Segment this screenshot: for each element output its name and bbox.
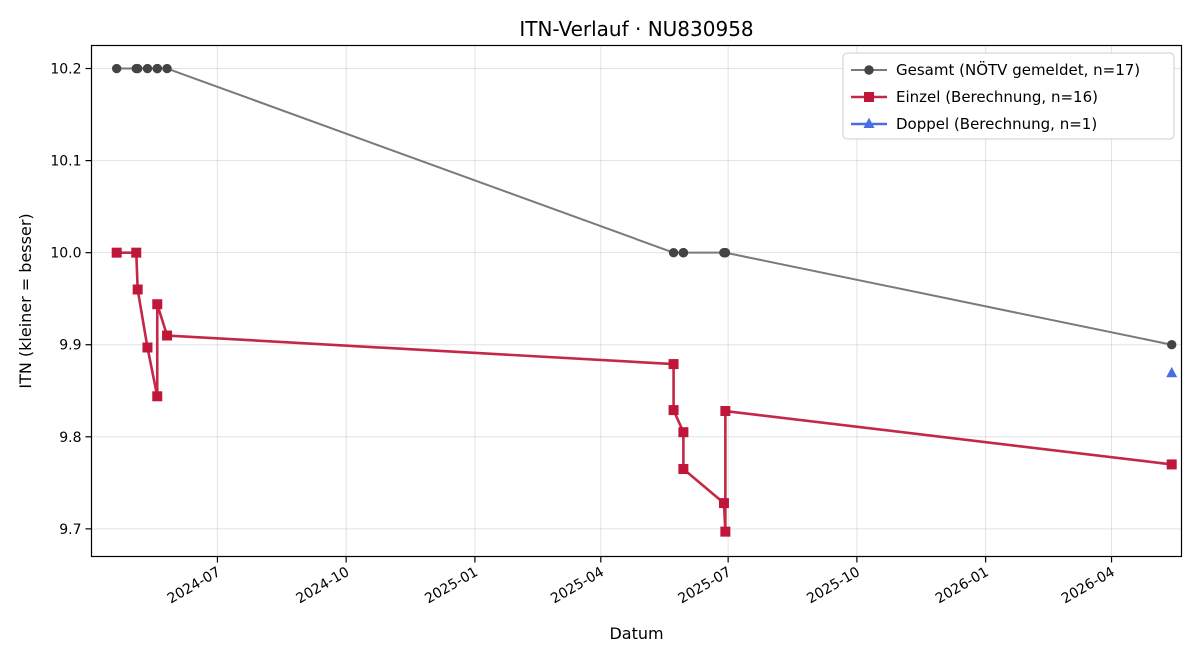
y-tick-label: 9.9	[59, 338, 81, 354]
series-0-point-10	[678, 247, 689, 258]
series-1-point-12	[720, 526, 731, 537]
series-layer	[111, 63, 1178, 537]
legend-label-1: Einzel (Berechnung, n=16)	[896, 88, 1098, 106]
series-1-point-11	[718, 498, 729, 509]
legend-label-2: Doppel (Berechnung, n=1)	[896, 115, 1097, 133]
y-tick-label: 10.0	[50, 246, 81, 262]
series-1-point-5	[152, 299, 163, 310]
legend-marker-0	[864, 65, 874, 75]
series-0-point-0	[111, 63, 122, 74]
series-0-point-3	[142, 63, 153, 74]
series-0-point-5	[152, 63, 162, 74]
series-2	[1166, 366, 1178, 378]
y-tick-label: 10.2	[50, 62, 81, 78]
legend-marker-1	[864, 92, 874, 102]
chart-title: ITN-Verlauf · NU830958	[519, 17, 753, 41]
series-1-point-8	[668, 405, 679, 416]
legend-box	[842, 52, 1175, 140]
series-0-point-16	[1167, 340, 1177, 350]
series-1-point-14	[1166, 459, 1177, 470]
y-axis-label: ITN (kleiner = besser)	[16, 213, 35, 388]
x-tick-label: 2025-04	[548, 564, 607, 607]
series-1-point-7	[668, 359, 679, 370]
series-1-point-1	[131, 247, 142, 258]
y-tick-label: 9.7	[59, 522, 81, 538]
x-tick-label: 2025-10	[804, 564, 863, 607]
y-tick-label: 9.8	[59, 430, 81, 446]
series-0-point-15	[720, 247, 731, 258]
series-1-point-10	[678, 464, 689, 475]
series-1-point-9	[678, 427, 689, 438]
series-1-point-0	[111, 247, 122, 258]
series-1-point-13	[720, 406, 731, 417]
series-0	[111, 63, 1177, 350]
x-tick-label: 2024-10	[293, 564, 352, 607]
series-1-point-2	[132, 284, 143, 295]
series-2-point-0	[1166, 366, 1178, 378]
x-tick-label: 2025-01	[422, 564, 481, 607]
legend-marker-2	[863, 117, 875, 128]
x-axis-label: Datum	[609, 624, 663, 643]
series-0-point-2	[132, 63, 143, 74]
series-0-point-7	[668, 247, 679, 258]
ticks-layer: 2024-07 2024-10 2025-01 2025-04 2025-07 2025-…	[50, 62, 1117, 608]
series-1-point-6	[162, 330, 173, 341]
plot-frame	[90, 44, 1183, 558]
series-0-point-6	[162, 63, 172, 74]
x-tick-label: 2025-07	[675, 564, 734, 607]
x-tick-label: 2024-07	[165, 564, 224, 607]
legend: Gesamt (NÖTV gemeldet, n=17) Einzel (Bere…	[842, 52, 1175, 140]
series-1-point-4	[152, 391, 163, 402]
series-1	[111, 247, 1177, 537]
x-tick-label: 2026-04	[1059, 564, 1118, 607]
series-1-point-3	[142, 342, 153, 353]
series-line-1	[115, 251, 1174, 533]
x-tick-label: 2026-01	[933, 564, 992, 607]
y-tick-label: 10.1	[50, 154, 81, 170]
legend-label-0: Gesamt (NÖTV gemeldet, n=17)	[896, 60, 1140, 79]
